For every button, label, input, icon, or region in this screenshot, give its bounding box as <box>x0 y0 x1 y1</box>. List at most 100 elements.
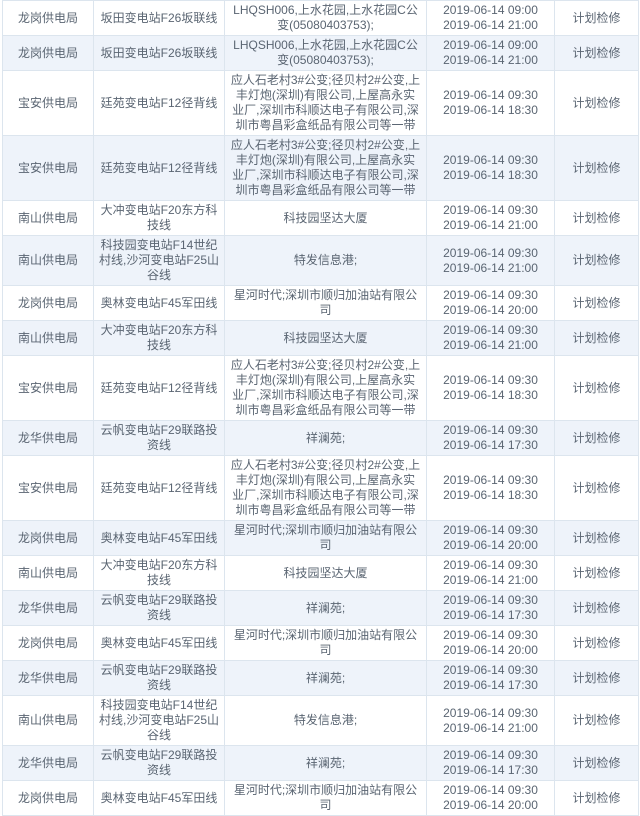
cell-type: 计划检修 <box>554 590 639 626</box>
cell-area: 科技园坚达大厦 <box>224 200 427 236</box>
cell-area: 祥澜苑; <box>224 420 427 456</box>
time-start: 2019-06-14 09:30 <box>443 558 538 572</box>
cell-type: 计划检修 <box>554 420 639 456</box>
cell-bureau: 龙岗供电局 <box>2 780 94 816</box>
cell-line: 廷苑变电站F12径背线 <box>93 70 225 136</box>
cell-bureau: 龙岗供电局 <box>2 625 94 661</box>
table-row: 宝安供电局 廷苑变电站F12径背线 应人石老村3#公变;径贝村2#公变,上丰灯炮… <box>2 455 639 521</box>
cell-area: 星河时代;深圳市顺归加油站有限公司 <box>224 780 427 816</box>
cell-line: 坂田变电站F26坂联线 <box>93 0 225 36</box>
cell-area: 科技园坚达大厦 <box>224 320 427 356</box>
cell-bureau: 龙华供电局 <box>2 745 94 781</box>
cell-area: 特发信息港; <box>224 695 427 746</box>
cell-bureau: 龙岗供电局 <box>2 520 94 556</box>
cell-line: 科技园变电站F14世纪村线,沙河变电站F25山谷线 <box>93 695 225 746</box>
cell-area: 祥澜苑; <box>224 590 427 626</box>
time-end: 2019-06-14 17:30 <box>443 438 538 452</box>
cell-area: 星河时代;深圳市顺归加油站有限公司 <box>224 520 427 556</box>
cell-time: 2019-06-14 09:30 2019-06-14 18:30 <box>426 455 555 521</box>
time-end: 2019-06-14 18:30 <box>443 488 538 502</box>
table-row: 南山供电局 大冲变电站F20东方科技线 科技园坚达大厦 2019-06-14 0… <box>2 200 639 236</box>
cell-area: 星河时代;深圳市顺归加油站有限公司 <box>224 285 427 321</box>
cell-line: 廷苑变电站F12径背线 <box>93 455 225 521</box>
cell-type: 计划检修 <box>554 455 639 521</box>
table-row: 龙岗供电局 奥林变电站F45军田线 星河时代;深圳市顺归加油站有限公司 2019… <box>2 625 639 661</box>
table-row: 南山供电局 大冲变电站F20东方科技线 科技园坚达大厦 2019-06-14 0… <box>2 555 639 591</box>
cell-time: 2019-06-14 09:30 2019-06-14 18:30 <box>426 135 555 201</box>
time-start: 2019-06-14 09:30 <box>443 88 538 102</box>
time-start: 2019-06-14 09:30 <box>443 473 538 487</box>
time-start: 2019-06-14 09:30 <box>443 288 538 302</box>
table-row: 南山供电局 科技园变电站F14世纪村线,沙河变电站F25山谷线 特发信息港; 2… <box>2 235 639 286</box>
cell-bureau: 南山供电局 <box>2 555 94 591</box>
cell-time: 2019-06-14 09:30 2019-06-14 17:30 <box>426 660 555 696</box>
cell-time: 2019-06-14 09:30 2019-06-14 17:30 <box>426 420 555 456</box>
cell-line: 云帆变电站F29联路投资线 <box>93 745 225 781</box>
cell-bureau: 宝安供电局 <box>2 135 94 201</box>
cell-area: 应人石老村3#公变;径贝村2#公变,上丰灯炮(深圳)有限公司,上屋高永实业厂,深… <box>224 135 427 201</box>
cell-line: 廷苑变电站F12径背线 <box>93 135 225 201</box>
cell-area: LHQSH006,上水花园,上水花园C公变(05080403753); <box>224 0 427 36</box>
table-row: 龙华供电局 云帆变电站F29联路投资线 祥澜苑; 2019-06-14 09:3… <box>2 590 639 626</box>
cell-bureau: 南山供电局 <box>2 320 94 356</box>
time-end: 2019-06-14 21:00 <box>443 18 538 32</box>
table-row: 龙岗供电局 坂田变电站F26坂联线 LHQSH006,上水花园,上水花园C公变(… <box>2 35 639 71</box>
cell-type: 计划检修 <box>554 135 639 201</box>
cell-type: 计划检修 <box>554 555 639 591</box>
time-start: 2019-06-14 09:30 <box>443 153 538 167</box>
time-end: 2019-06-14 21:00 <box>443 573 538 587</box>
cell-time: 2019-06-14 09:30 2019-06-14 17:30 <box>426 590 555 626</box>
cell-type: 计划检修 <box>554 660 639 696</box>
time-start: 2019-06-14 09:30 <box>443 748 538 762</box>
time-start: 2019-06-14 09:30 <box>443 423 538 437</box>
cell-line: 云帆变电站F29联路投资线 <box>93 660 225 696</box>
cell-line: 大冲变电站F20东方科技线 <box>93 320 225 356</box>
time-end: 2019-06-14 18:30 <box>443 168 538 182</box>
cell-line: 云帆变电站F29联路投资线 <box>93 590 225 626</box>
table-row: 南山供电局 大冲变电站F20东方科技线 科技园坚达大厦 2019-06-14 0… <box>2 320 639 356</box>
cell-time: 2019-06-14 09:30 2019-06-14 21:00 <box>426 320 555 356</box>
time-end: 2019-06-14 21:00 <box>443 218 538 232</box>
cell-time: 2019-06-14 09:30 2019-06-14 21:00 <box>426 555 555 591</box>
table-row: 龙岗供电局 奥林变电站F45军田线 星河时代;深圳市顺归加油站有限公司 2019… <box>2 285 639 321</box>
cell-bureau: 南山供电局 <box>2 200 94 236</box>
cell-type: 计划检修 <box>554 200 639 236</box>
cell-bureau: 龙岗供电局 <box>2 0 94 36</box>
cell-bureau: 宝安供电局 <box>2 70 94 136</box>
table-row: 龙华供电局 云帆变电站F29联路投资线 祥澜苑; 2019-06-14 09:3… <box>2 420 639 456</box>
cell-area: 祥澜苑; <box>224 660 427 696</box>
cell-bureau: 南山供电局 <box>2 695 94 746</box>
cell-line: 廷苑变电站F12径背线 <box>93 355 225 421</box>
cell-line: 奥林变电站F45军田线 <box>93 285 225 321</box>
time-start: 2019-06-14 09:30 <box>443 628 538 642</box>
time-end: 2019-06-14 21:00 <box>443 720 538 735</box>
table-row: 龙岗供电局 奥林变电站F45军田线 星河时代;深圳市顺归加油站有限公司 2019… <box>2 780 639 816</box>
cell-area: 科技园坚达大厦 <box>224 555 427 591</box>
time-end: 2019-06-14 18:30 <box>443 103 538 117</box>
time-end: 2019-06-14 20:00 <box>443 643 538 657</box>
cell-time: 2019-06-14 09:30 2019-06-14 21:00 <box>426 695 555 746</box>
cell-line: 奥林变电站F45军田线 <box>93 780 225 816</box>
table-row: 龙华供电局 云帆变电站F29联路投资线 祥澜苑; 2019-06-14 09:3… <box>2 745 639 781</box>
table-row: 宝安供电局 廷苑变电站F12径背线 应人石老村3#公变;径贝村2#公变,上丰灯炮… <box>2 135 639 201</box>
cell-type: 计划检修 <box>554 0 639 36</box>
table-row: 龙岗供电局 坂田变电站F26坂联线 LHQSH006,上水花园,上水花园C公变(… <box>2 0 639 36</box>
time-end: 2019-06-14 17:30 <box>443 678 538 692</box>
cell-type: 计划检修 <box>554 355 639 421</box>
cell-type: 计划检修 <box>554 625 639 661</box>
cell-type: 计划检修 <box>554 745 639 781</box>
time-start: 2019-06-14 09:30 <box>443 593 538 607</box>
cell-area: 星河时代;深圳市顺归加油站有限公司 <box>224 625 427 661</box>
cell-type: 计划检修 <box>554 235 639 286</box>
table-row: 宝安供电局 廷苑变电站F12径背线 应人石老村3#公变;径贝村2#公变,上丰灯炮… <box>2 355 639 421</box>
cell-time: 2019-06-14 09:00 2019-06-14 21:00 <box>426 35 555 71</box>
cell-time: 2019-06-14 09:30 2019-06-14 21:00 <box>426 200 555 236</box>
cell-type: 计划检修 <box>554 35 639 71</box>
table-row: 南山供电局 科技园变电站F14世纪村线,沙河变电站F25山谷线 特发信息港; 2… <box>2 695 639 746</box>
time-start: 2019-06-14 09:30 <box>443 783 538 797</box>
time-end: 2019-06-14 21:00 <box>443 338 538 352</box>
cell-line: 大冲变电站F20东方科技线 <box>93 200 225 236</box>
